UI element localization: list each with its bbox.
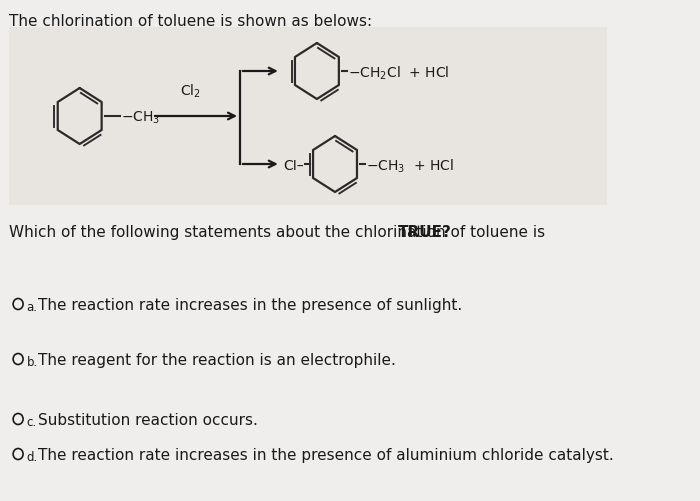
Text: $\mathregular{Cl_2}$: $\mathregular{Cl_2}$ bbox=[180, 83, 201, 100]
Text: d.: d. bbox=[27, 450, 38, 463]
Text: The reaction rate increases in the presence of sunlight.: The reaction rate increases in the prese… bbox=[38, 298, 463, 313]
Text: $\mathregular{-CH_3}$  + HCl: $\mathregular{-CH_3}$ + HCl bbox=[366, 157, 454, 174]
Text: Which of the following statements about the chlorination of toluene is TRUE?: Which of the following statements about … bbox=[9, 224, 599, 239]
Text: b.: b. bbox=[27, 355, 38, 368]
Text: The reaction rate increases in the presence of aluminium chloride catalyst.: The reaction rate increases in the prese… bbox=[38, 447, 614, 462]
Text: a.: a. bbox=[27, 301, 38, 313]
Text: Which of the following statements about the chlorination of toluene is: Which of the following statements about … bbox=[9, 224, 550, 239]
Text: TRUE?: TRUE? bbox=[398, 224, 452, 239]
Text: c.: c. bbox=[27, 415, 37, 428]
Text: $\mathregular{-CH_3}$: $\mathregular{-CH_3}$ bbox=[121, 110, 160, 126]
Text: $\mathregular{-CH_2Cl}$  + HCl: $\mathregular{-CH_2Cl}$ + HCl bbox=[348, 64, 449, 82]
FancyBboxPatch shape bbox=[9, 28, 607, 205]
Text: The reagent for the reaction is an electrophile.: The reagent for the reaction is an elect… bbox=[38, 353, 396, 368]
Text: Substitution reaction occurs.: Substitution reaction occurs. bbox=[38, 413, 258, 428]
Text: The chlorination of toluene is shown as belows:: The chlorination of toluene is shown as … bbox=[9, 14, 372, 29]
Text: CI–: CI– bbox=[284, 159, 304, 173]
